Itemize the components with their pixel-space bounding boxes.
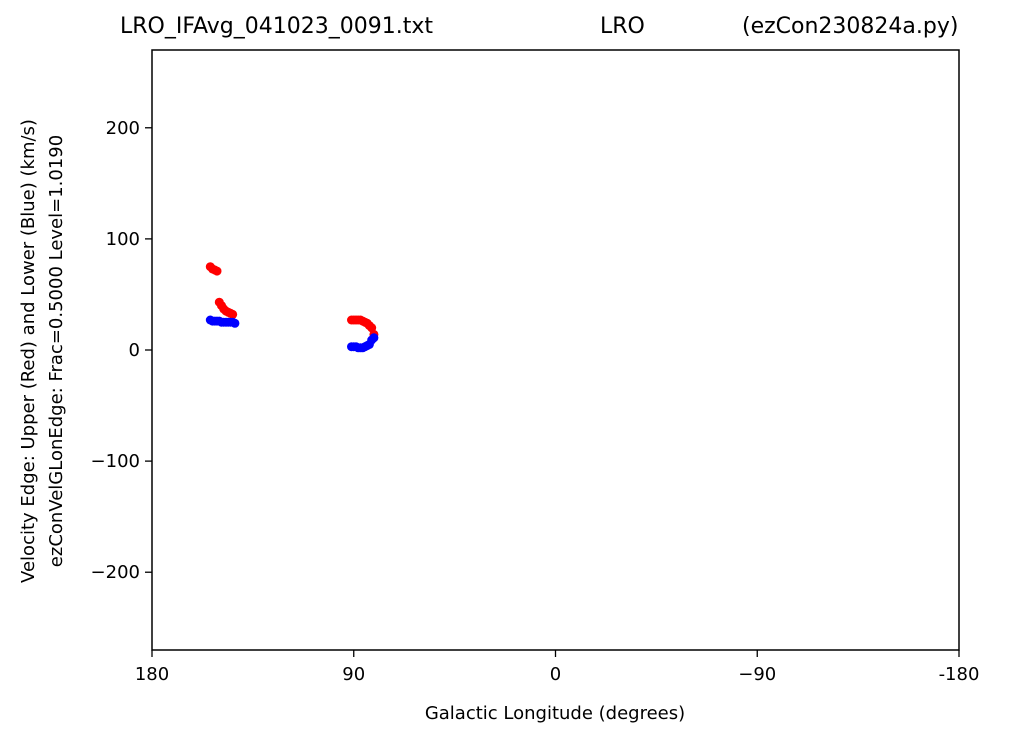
- x-tick-label-4: -180: [939, 664, 980, 685]
- upper-edge-point-3: [212, 266, 222, 276]
- chart-title-left: LRO_IFAvg_041023_0091.txt: [120, 14, 433, 39]
- x-tick-label-0: 180: [135, 664, 169, 685]
- plot-layer: [205, 262, 379, 353]
- y-tick-label-2: 0: [129, 340, 140, 361]
- y-axis-label-line1: Velocity Edge: Upper (Red) and Lower (Bl…: [18, 119, 39, 583]
- x-tick-label-1: 90: [342, 664, 365, 685]
- upper-edge-point-10: [228, 309, 238, 319]
- y-tick-label-4: −200: [91, 562, 140, 583]
- y-tick-label-0: 200: [106, 118, 140, 139]
- axis-layer: 180 90 0 −90 -180 200 100 0 −100 −200: [91, 49, 980, 685]
- y-tick-label-1: 100: [106, 229, 140, 250]
- x-tick-label-3: −90: [738, 664, 776, 685]
- lower-edge-point-22: [369, 333, 379, 343]
- lower-edge-point-11: [230, 318, 240, 328]
- y-axis-label-line2: ezConVelGLonEdge: Frac=0.5000 Level=1.01…: [46, 135, 67, 567]
- plot-frame: [151, 49, 960, 651]
- x-tick-label-2: 0: [550, 664, 561, 685]
- x-axis-label: Galactic Longitude (degrees): [425, 703, 685, 724]
- chart-title-center: LRO: [600, 14, 645, 39]
- chart-title-right: (ezCon230824a.py): [742, 14, 959, 39]
- y-tick-label-3: −100: [91, 451, 140, 472]
